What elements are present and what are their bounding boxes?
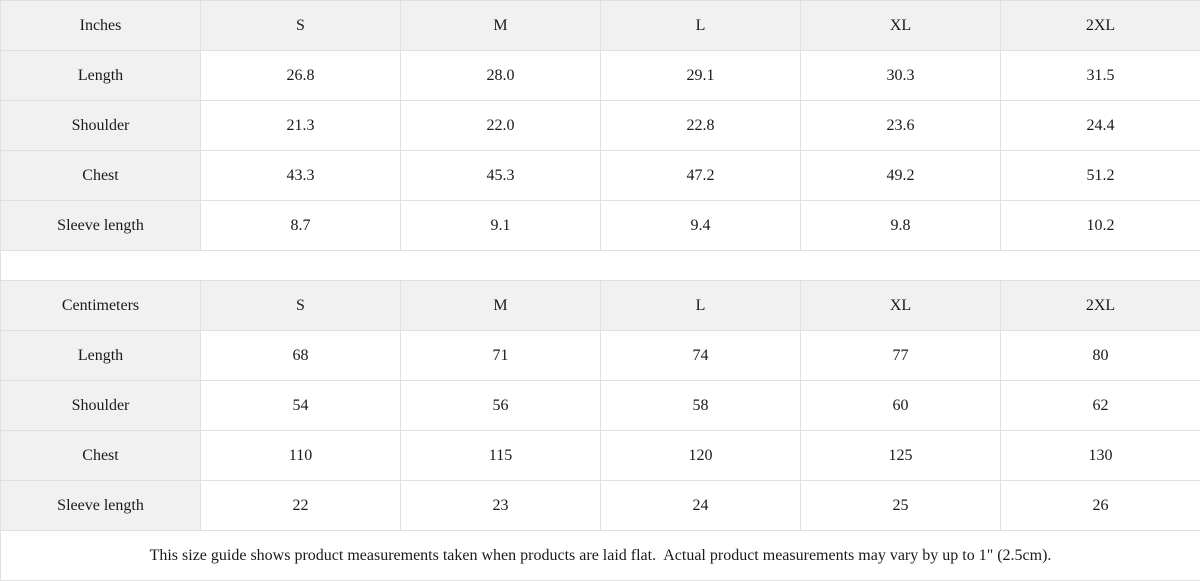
size-header-2xl: 2XL bbox=[1001, 281, 1200, 331]
value-cell: 110 bbox=[201, 431, 401, 481]
value-cell: 9.8 bbox=[801, 201, 1001, 251]
value-cell: 80 bbox=[1001, 331, 1200, 381]
value-cell: 56 bbox=[401, 381, 601, 431]
size-header-xl: XL bbox=[801, 1, 1001, 51]
value-cell: 115 bbox=[401, 431, 601, 481]
value-cell: 62 bbox=[1001, 381, 1200, 431]
centimeters-shoulder-row: Shoulder 54 56 58 60 62 bbox=[1, 381, 1200, 431]
size-header-2xl: 2XL bbox=[1001, 1, 1200, 51]
value-cell: 23.6 bbox=[801, 101, 1001, 151]
row-label: Chest bbox=[1, 431, 201, 481]
inches-unit-label: Inches bbox=[1, 1, 201, 51]
value-cell: 26.8 bbox=[201, 51, 401, 101]
value-cell: 60 bbox=[801, 381, 1001, 431]
value-cell: 125 bbox=[801, 431, 1001, 481]
value-cell: 71 bbox=[401, 331, 601, 381]
value-cell: 130 bbox=[1001, 431, 1200, 481]
row-label: Length bbox=[1, 331, 201, 381]
value-cell: 28.0 bbox=[401, 51, 601, 101]
value-cell: 58 bbox=[601, 381, 801, 431]
centimeters-sleeve-row: Sleeve length 22 23 24 25 26 bbox=[1, 481, 1200, 531]
value-cell: 24 bbox=[601, 481, 801, 531]
inches-header-row: Inches S M L XL 2XL bbox=[1, 1, 1200, 51]
inches-shoulder-row: Shoulder 21.3 22.0 22.8 23.6 24.4 bbox=[1, 101, 1200, 151]
inches-chest-row: Chest 43.3 45.3 47.2 49.2 51.2 bbox=[1, 151, 1200, 201]
centimeters-unit-label: Centimeters bbox=[1, 281, 201, 331]
centimeters-chest-row: Chest 110 115 120 125 130 bbox=[1, 431, 1200, 481]
value-cell: 9.4 bbox=[601, 201, 801, 251]
value-cell: 22.0 bbox=[401, 101, 601, 151]
value-cell: 8.7 bbox=[201, 201, 401, 251]
value-cell: 49.2 bbox=[801, 151, 1001, 201]
size-header-xl: XL bbox=[801, 281, 1001, 331]
value-cell: 30.3 bbox=[801, 51, 1001, 101]
value-cell: 45.3 bbox=[401, 151, 601, 201]
value-cell: 24.4 bbox=[1001, 101, 1200, 151]
value-cell: 43.3 bbox=[201, 151, 401, 201]
value-cell: 31.5 bbox=[1001, 51, 1200, 101]
value-cell: 74 bbox=[601, 331, 801, 381]
value-cell: 25 bbox=[801, 481, 1001, 531]
size-header-l: L bbox=[601, 281, 801, 331]
centimeters-length-row: Length 68 71 74 77 80 bbox=[1, 331, 1200, 381]
value-cell: 21.3 bbox=[201, 101, 401, 151]
footnote-text: This size guide shows product measuremen… bbox=[1, 531, 1200, 581]
value-cell: 54 bbox=[201, 381, 401, 431]
inches-length-row: Length 26.8 28.0 29.1 30.3 31.5 bbox=[1, 51, 1200, 101]
value-cell: 9.1 bbox=[401, 201, 601, 251]
row-label: Sleeve length bbox=[1, 201, 201, 251]
value-cell: 47.2 bbox=[601, 151, 801, 201]
spacer-row bbox=[1, 251, 1200, 281]
centimeters-header-row: Centimeters S M L XL 2XL bbox=[1, 281, 1200, 331]
value-cell: 29.1 bbox=[601, 51, 801, 101]
row-label: Sleeve length bbox=[1, 481, 201, 531]
size-header-s: S bbox=[201, 281, 401, 331]
size-header-m: M bbox=[401, 281, 601, 331]
value-cell: 68 bbox=[201, 331, 401, 381]
value-cell: 26 bbox=[1001, 481, 1200, 531]
row-label: Shoulder bbox=[1, 101, 201, 151]
value-cell: 22.8 bbox=[601, 101, 801, 151]
size-header-s: S bbox=[201, 1, 401, 51]
value-cell: 10.2 bbox=[1001, 201, 1200, 251]
spacer-cell bbox=[1, 251, 1200, 281]
value-cell: 22 bbox=[201, 481, 401, 531]
value-cell: 120 bbox=[601, 431, 801, 481]
row-label: Chest bbox=[1, 151, 201, 201]
value-cell: 77 bbox=[801, 331, 1001, 381]
row-label: Length bbox=[1, 51, 201, 101]
value-cell: 23 bbox=[401, 481, 601, 531]
value-cell: 51.2 bbox=[1001, 151, 1200, 201]
size-header-l: L bbox=[601, 1, 801, 51]
size-header-m: M bbox=[401, 1, 601, 51]
row-label: Shoulder bbox=[1, 381, 201, 431]
footnote-row: This size guide shows product measuremen… bbox=[1, 531, 1200, 581]
inches-sleeve-row: Sleeve length 8.7 9.1 9.4 9.8 10.2 bbox=[1, 201, 1200, 251]
